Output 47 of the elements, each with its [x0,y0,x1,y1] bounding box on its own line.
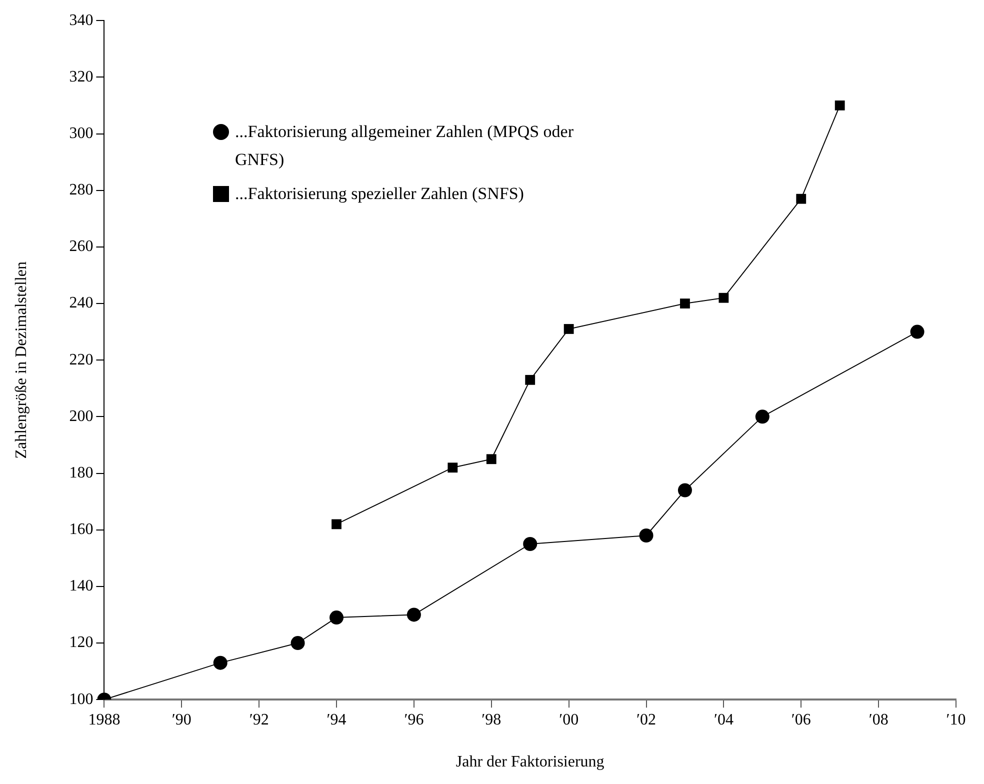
point [213,656,228,670]
point [910,324,924,339]
point [639,528,654,543]
x-axis-title: Jahr der Faktorisierung [456,754,604,771]
x-tick-label: ′08 [868,711,888,728]
point [332,519,342,530]
point [330,610,344,625]
y-tick-label: 100 [69,690,94,708]
legend-label: ...Faktorisierung spezieller Zahlen (SNFS) [234,183,525,205]
x-tick-label: ′96 [404,711,424,728]
y-tick-label: 120 [69,634,94,652]
x-tick-label: ′94 [326,711,346,728]
x-tick-label: ′92 [249,711,269,728]
x-tick-label: ′90 [172,711,192,728]
x-tick-label: ′06 [791,711,811,728]
point [680,298,690,308]
x-tick-label: ′98 [482,711,502,728]
y-tick-label: 280 [69,182,94,199]
x-tick-label: ′00 [559,711,579,728]
point [755,410,770,424]
point [406,608,421,622]
point [486,454,496,464]
point [678,483,692,498]
x-tick-label: ′10 [946,711,966,728]
x-tick-label: 1988 [88,711,120,728]
point [834,100,845,110]
x-tick-label: ′04 [714,711,734,728]
x-tick-label: ′02 [636,711,656,728]
y-tick-label: 220 [69,351,94,368]
legend-label: ...Faktorisierung allgemeiner Zahlen (MPQS oder GNFS) [234,121,575,171]
y-tick-label: 300 [69,124,94,142]
point [796,194,806,204]
y-tick-label: 140 [69,578,94,595]
y-axis-title: Zahlengröße in Dezimalstellen [12,261,30,459]
y-tick-label: 260 [69,238,94,256]
y-tick-label: 180 [69,464,94,482]
y-tick-label: 320 [69,68,94,86]
point [564,324,574,334]
y-tick-label: 200 [69,408,94,425]
y-tick-label: 160 [69,521,94,538]
point [290,636,305,650]
y-tick-label: 340 [69,12,94,29]
point [523,536,538,551]
y-tick-label: 240 [69,294,94,312]
point [718,292,729,303]
point [525,374,536,385]
point [448,462,458,473]
